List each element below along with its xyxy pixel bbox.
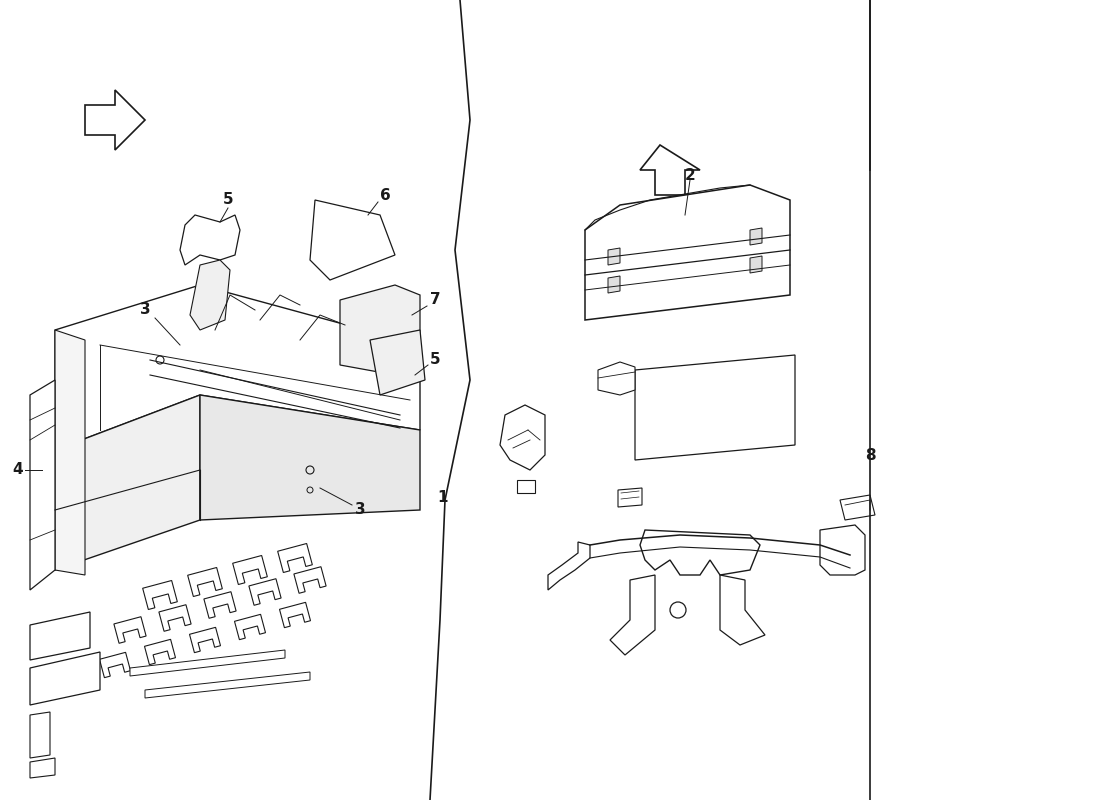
- Polygon shape: [370, 330, 425, 395]
- Polygon shape: [204, 592, 236, 618]
- Polygon shape: [618, 488, 642, 507]
- Polygon shape: [189, 627, 220, 653]
- Polygon shape: [585, 185, 790, 320]
- Polygon shape: [249, 578, 282, 606]
- Text: 5: 5: [430, 353, 440, 367]
- Polygon shape: [548, 542, 590, 590]
- Polygon shape: [233, 555, 267, 585]
- Text: 3: 3: [354, 502, 365, 518]
- Polygon shape: [55, 285, 420, 450]
- Polygon shape: [500, 405, 544, 470]
- Polygon shape: [85, 90, 145, 150]
- Polygon shape: [277, 543, 312, 573]
- Polygon shape: [750, 228, 762, 245]
- Polygon shape: [30, 612, 90, 660]
- Polygon shape: [840, 495, 874, 520]
- Text: 8: 8: [865, 447, 876, 462]
- Polygon shape: [750, 256, 762, 273]
- Polygon shape: [310, 200, 395, 280]
- Polygon shape: [279, 602, 310, 628]
- Polygon shape: [640, 530, 760, 575]
- Polygon shape: [114, 617, 146, 643]
- Polygon shape: [145, 672, 310, 698]
- Polygon shape: [30, 380, 55, 590]
- Polygon shape: [188, 567, 222, 597]
- Polygon shape: [30, 652, 100, 705]
- Text: 6: 6: [379, 187, 390, 202]
- Polygon shape: [598, 362, 635, 395]
- Text: 5: 5: [222, 193, 233, 207]
- Polygon shape: [55, 395, 200, 570]
- Polygon shape: [340, 285, 420, 375]
- Polygon shape: [635, 355, 795, 460]
- Polygon shape: [640, 145, 700, 195]
- Polygon shape: [158, 605, 191, 631]
- Polygon shape: [608, 276, 620, 293]
- Text: 7: 7: [430, 293, 440, 307]
- Polygon shape: [294, 566, 326, 594]
- Polygon shape: [517, 480, 535, 493]
- Polygon shape: [30, 758, 55, 778]
- Polygon shape: [130, 650, 285, 676]
- Polygon shape: [190, 260, 230, 330]
- Polygon shape: [30, 712, 50, 758]
- Text: 4: 4: [13, 462, 23, 478]
- Polygon shape: [610, 575, 654, 655]
- Text: 1: 1: [438, 490, 449, 506]
- Polygon shape: [234, 614, 265, 640]
- Text: 3: 3: [140, 302, 151, 318]
- Polygon shape: [143, 581, 177, 610]
- Polygon shape: [720, 575, 764, 645]
- Polygon shape: [180, 215, 240, 265]
- Polygon shape: [820, 525, 865, 575]
- Polygon shape: [99, 652, 131, 678]
- Text: 2: 2: [684, 167, 695, 182]
- Polygon shape: [55, 330, 85, 575]
- Polygon shape: [144, 639, 176, 665]
- Polygon shape: [200, 395, 420, 520]
- Polygon shape: [608, 248, 620, 265]
